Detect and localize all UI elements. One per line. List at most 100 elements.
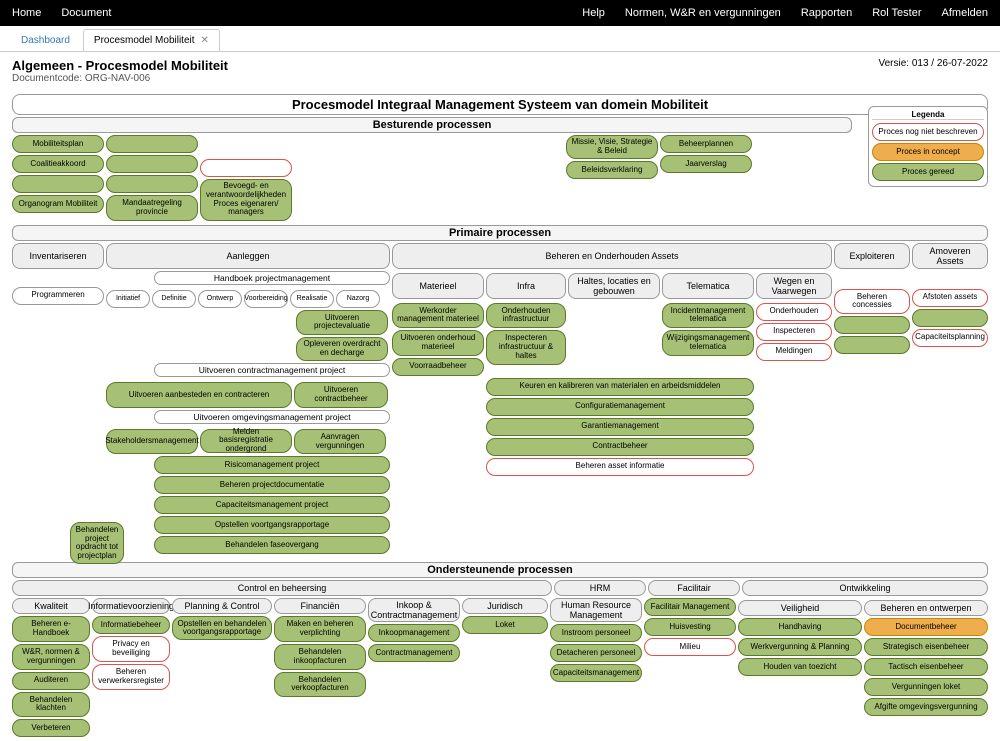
process-node[interactable]: Incidentmanagement telematica — [662, 303, 754, 329]
close-icon[interactable]: ✕ — [201, 35, 209, 46]
process-node[interactable] — [12, 175, 104, 193]
process-node[interactable]: Maken en beheren verplichting — [274, 616, 366, 642]
process-node[interactable]: Capaciteitsplanning — [912, 329, 988, 347]
process-node[interactable]: Voorraadbeheer — [392, 358, 484, 376]
process-node[interactable] — [106, 175, 198, 193]
process-node[interactable]: Werkvergunning & Planning — [738, 638, 862, 656]
process-node[interactable]: Onderhouden infrastructuur — [486, 303, 566, 329]
process-node[interactable]: Verbeteren — [12, 719, 90, 737]
process-node[interactable]: Keuren en kalibreren van materialen en a… — [486, 378, 754, 396]
process-node[interactable]: Inkoopmanagement — [368, 624, 460, 642]
nav-rol[interactable]: Rol Tester — [872, 7, 921, 19]
phase-node[interactable]: Realisatie — [290, 290, 334, 308]
tab-dashboard[interactable]: Dashboard — [10, 29, 81, 51]
process-node[interactable]: Stakeholdersmanagement — [106, 429, 198, 455]
process-node[interactable]: Facilitair Management — [644, 598, 736, 616]
process-node[interactable]: Meldingen — [756, 343, 832, 361]
section-ondersteunende: Ondersteunende processen — [12, 562, 988, 578]
page-title: Algemeen - Procesmodel Mobiliteit — [12, 58, 228, 73]
nav-home[interactable]: Home — [12, 7, 41, 19]
process-node[interactable]: Aanvragen vergunningen — [294, 429, 386, 455]
process-node[interactable]: Detacheren personeel — [550, 644, 642, 662]
phase-node[interactable]: Definitie — [152, 290, 196, 308]
process-node[interactable]: Werkorder management materieel — [392, 303, 484, 329]
process-node[interactable]: Afstoten assets — [912, 289, 988, 307]
process-node[interactable]: Beleidsverklaring — [566, 161, 658, 179]
legend-item: Proces nog niet beschreven — [872, 123, 984, 141]
process-node[interactable]: Risicomanagement project — [154, 456, 390, 474]
process-node[interactable]: Beheren verwerkersregister — [92, 664, 170, 690]
process-node[interactable]: Bevoegd- en verantwoordelijkheden Proces… — [200, 179, 292, 221]
process-node[interactable]: Instroom personeel — [550, 624, 642, 642]
nav-afmelden[interactable]: Afmelden — [942, 7, 988, 19]
process-node[interactable]: Behandelen project opdracht tot projectp… — [70, 522, 124, 564]
process-node[interactable] — [200, 159, 292, 177]
process-node[interactable]: Inspecteren infrastructuur & haltes — [486, 330, 566, 364]
page-header: Algemeen - Procesmodel Mobiliteit Docume… — [0, 52, 1000, 90]
process-node[interactable] — [834, 336, 910, 354]
process-node[interactable]: Coalitieakkoord — [12, 155, 104, 173]
process-node[interactable]: W&R, normen & vergunningen — [12, 644, 90, 670]
process-node[interactable]: Garantiemanagement — [486, 418, 754, 436]
nav-normen[interactable]: Normen, W&R en vergunningen — [625, 7, 781, 19]
process-node[interactable]: Onderhouden — [756, 303, 832, 321]
process-node[interactable]: Programmeren — [12, 287, 104, 305]
process-node[interactable] — [912, 309, 988, 327]
process-node[interactable]: Beheren projectdocumentatie — [154, 476, 390, 494]
process-node[interactable]: Milieu — [644, 638, 736, 656]
process-node[interactable]: Documentbeheer — [864, 618, 988, 636]
process-node[interactable]: Handhaving — [738, 618, 862, 636]
process-node[interactable]: Inspecteren — [756, 323, 832, 341]
process-node[interactable]: Organogram Mobiliteit — [12, 195, 104, 213]
process-node[interactable]: Contractmanagement — [368, 644, 460, 662]
phase-node[interactable]: Nazorg — [336, 290, 380, 308]
nav-help[interactable]: Help — [582, 7, 605, 19]
process-node[interactable]: Capaciteitsmanagement project — [154, 496, 390, 514]
process-node[interactable]: Loket — [462, 616, 548, 634]
process-node[interactable]: Houden van toezicht — [738, 658, 862, 676]
group-exploiteren: Exploiteren — [834, 243, 910, 269]
process-node[interactable]: Strategisch eisenbeheer — [864, 638, 988, 656]
process-node[interactable]: Opleveren overdracht en decharge — [296, 337, 388, 361]
process-node[interactable]: Uitvoeren onderhoud materieel — [392, 330, 484, 356]
process-node[interactable]: Beheren concessies — [834, 289, 910, 315]
process-node[interactable]: Tactisch eisenbeheer — [864, 658, 988, 676]
process-node[interactable]: Opstellen voortgangsrapportage — [154, 516, 390, 534]
process-node[interactable]: Behandelen klachten — [12, 692, 90, 718]
process-node[interactable] — [106, 155, 198, 173]
legend-title: Legenda — [872, 110, 984, 120]
process-node[interactable]: Beheren asset informatie — [486, 458, 754, 476]
process-node[interactable]: Jaarverslag — [660, 155, 752, 173]
phase-node[interactable]: Voorbereiding — [244, 290, 288, 308]
nav-rapporten[interactable]: Rapporten — [801, 7, 852, 19]
process-node[interactable]: Privacy en beveiliging — [92, 636, 170, 662]
process-node[interactable] — [834, 316, 910, 334]
phase-node[interactable]: Initiatief — [106, 290, 150, 308]
process-node[interactable]: Opstellen en behandelen voortgangsrappor… — [172, 616, 272, 640]
process-node[interactable]: Vergunningen loket — [864, 678, 988, 696]
process-node[interactable]: Behandelen faseovergang — [154, 536, 390, 554]
process-node[interactable]: Melden basisregistratie ondergrond — [200, 429, 292, 453]
process-node[interactable] — [106, 135, 198, 153]
process-node[interactable]: Wijzigingsmanagement telematica — [662, 330, 754, 356]
process-node[interactable]: Beheren e-Handboek — [12, 616, 90, 642]
process-node[interactable]: Contractbeheer — [486, 438, 754, 456]
process-node[interactable]: Uitvoeren projectevaluatie — [296, 310, 388, 336]
phase-node[interactable]: Ontwerp — [198, 290, 242, 308]
process-node[interactable]: Configuratiemanagement — [486, 398, 754, 416]
process-node[interactable]: Mobiliteitsplan — [12, 135, 104, 153]
process-node[interactable]: Huisvesting — [644, 618, 736, 636]
process-node[interactable]: Afgifte omgevingsvergunning — [864, 698, 988, 716]
process-node[interactable]: Beheerplannen — [660, 135, 752, 153]
process-node[interactable]: Behandelen verkoopfacturen — [274, 672, 366, 698]
process-node[interactable]: Mandaatregeling provincie — [106, 195, 198, 221]
process-node[interactable]: Auditeren — [12, 672, 90, 690]
process-node[interactable]: Uitvoeren contractbeheer — [294, 382, 388, 408]
nav-document[interactable]: Document — [61, 7, 111, 19]
tab-active[interactable]: Procesmodel Mobiliteit ✕ — [83, 29, 220, 51]
process-node[interactable]: Behandelen inkoopfacturen — [274, 644, 366, 670]
process-node[interactable]: Capaciteitsmanagement — [550, 664, 642, 682]
process-node[interactable]: Missie, Visie, Strategie & Beleid — [566, 135, 658, 159]
process-node[interactable]: Uitvoeren aanbesteden en contracteren — [106, 382, 292, 408]
process-node[interactable]: Informatiebeheer — [92, 616, 170, 634]
